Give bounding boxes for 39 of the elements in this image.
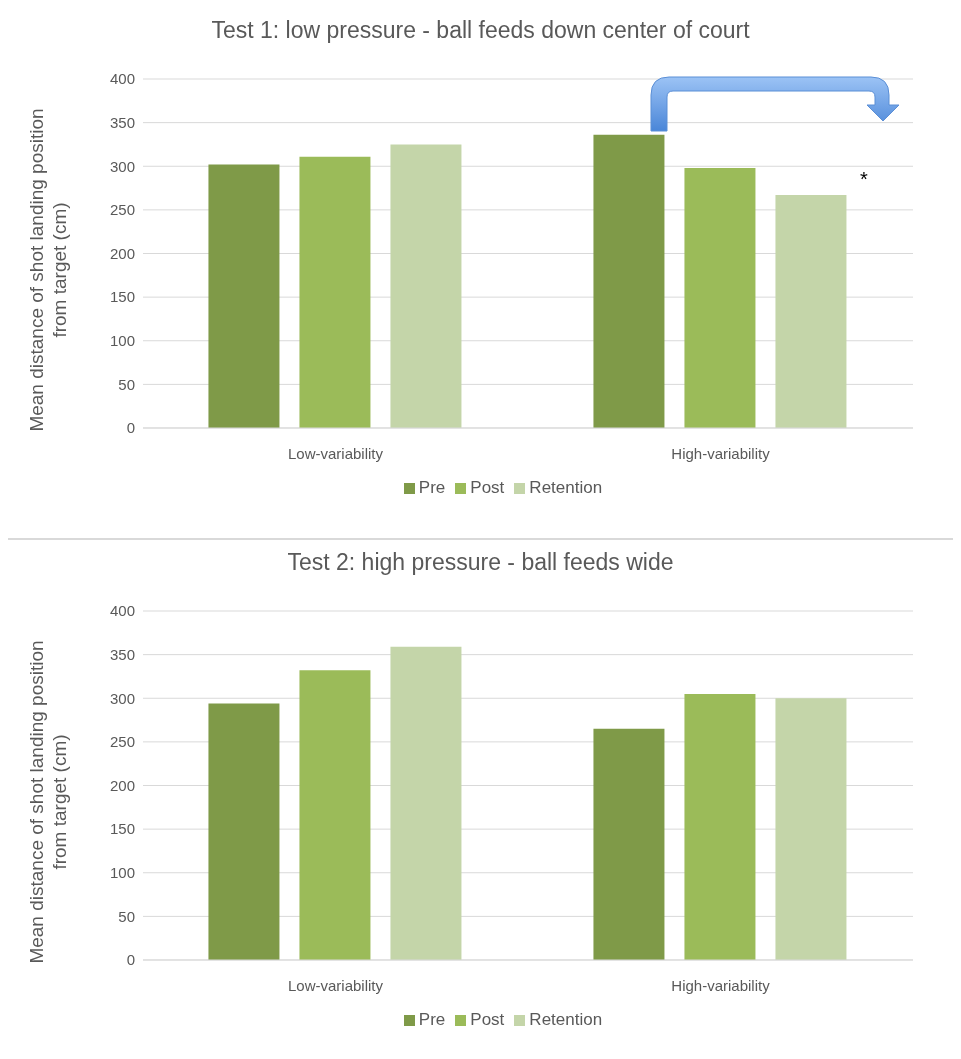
legend-label: Retention — [529, 478, 603, 497]
y-tick-label: 100 — [109, 864, 135, 882]
legend-label: Pre — [418, 478, 446, 497]
y-tick-label: 50 — [118, 375, 135, 393]
y-tick-label: 0 — [126, 419, 135, 437]
y-tick-label: 200 — [109, 776, 135, 794]
chart-title: Test 2: high pressure - ball feeds wide — [286, 548, 675, 577]
x-tick-label: Low-variability — [287, 444, 384, 462]
y-tick-label: 0 — [126, 951, 135, 969]
y-tick-label: 400 — [109, 70, 135, 88]
legend-label: Post — [470, 1010, 505, 1029]
legend-label: Pre — [418, 1010, 446, 1029]
y-axis-title: Mean distance of shot landing position from target (cm) — [25, 107, 71, 434]
y-tick-label: 150 — [109, 820, 135, 838]
y-tick-label: 350 — [109, 113, 135, 131]
y-tick-label: 100 — [109, 332, 135, 350]
bar — [684, 693, 756, 960]
x-tick-label: High-variability — [671, 976, 771, 994]
bar — [390, 646, 462, 960]
y-tick-label: 200 — [109, 244, 135, 262]
annotation: * — [860, 168, 868, 191]
legend-label: Retention — [529, 1010, 603, 1029]
y-tick-label: 300 — [109, 689, 135, 707]
y-tick-label: 300 — [109, 157, 135, 175]
bar — [208, 703, 280, 960]
y-tick-label: 250 — [109, 733, 135, 751]
bar — [775, 698, 847, 960]
bar — [299, 670, 371, 960]
bar — [593, 728, 665, 960]
x-tick-label: High-variability — [671, 444, 771, 462]
y-tick-label: 400 — [109, 602, 135, 620]
y-tick-label: 350 — [109, 645, 135, 663]
y-tick-label: 50 — [118, 907, 135, 925]
chart-title: Test 1: low pressure - ball feeds down center of court — [210, 16, 751, 45]
y-axis-title: Mean distance of shot landing position from target (cm) — [25, 639, 71, 966]
y-tick-label: 150 — [109, 288, 135, 306]
legend-label: Post — [470, 478, 505, 497]
x-tick-label: Low-variability — [287, 976, 384, 994]
y-tick-label: 250 — [109, 201, 135, 219]
